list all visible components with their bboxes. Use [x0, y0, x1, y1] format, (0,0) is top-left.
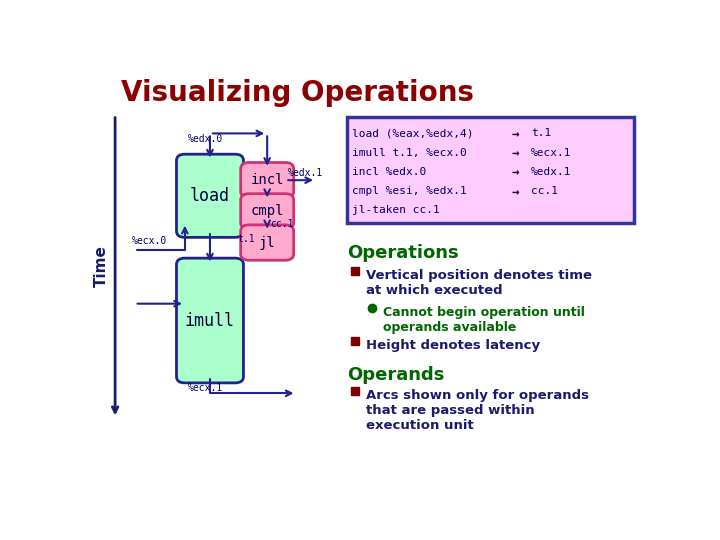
FancyBboxPatch shape: [240, 194, 294, 229]
Text: →: →: [511, 167, 519, 180]
Text: incl %edx.0: incl %edx.0: [352, 167, 426, 177]
FancyBboxPatch shape: [347, 117, 634, 223]
Text: →: →: [511, 129, 519, 141]
Text: %ecx.0: %ecx.0: [132, 235, 167, 246]
Text: %edx.0: %edx.0: [188, 134, 223, 144]
Text: Height denotes latency: Height denotes latency: [366, 339, 540, 352]
Text: Time: Time: [94, 246, 109, 287]
FancyBboxPatch shape: [176, 258, 243, 383]
FancyBboxPatch shape: [176, 154, 243, 238]
Text: %ecx.1: %ecx.1: [531, 147, 572, 158]
Text: →: →: [511, 147, 519, 160]
Text: load (%eax,%edx,4): load (%eax,%edx,4): [352, 129, 474, 138]
Text: Arcs shown only for operands
that are passed within
execution unit: Arcs shown only for operands that are pa…: [366, 389, 589, 432]
Text: incl: incl: [251, 173, 284, 187]
Text: cmpl %esi, %edx.1: cmpl %esi, %edx.1: [352, 186, 467, 196]
Text: t.1: t.1: [238, 233, 256, 244]
Text: imull t.1, %ecx.0: imull t.1, %ecx.0: [352, 147, 467, 158]
Text: t.1: t.1: [531, 129, 551, 138]
Text: cc.1: cc.1: [531, 186, 558, 196]
Text: load: load: [190, 187, 230, 205]
Text: Visualizing Operations: Visualizing Operations: [121, 79, 474, 107]
Text: jl-taken cc.1: jl-taken cc.1: [352, 205, 440, 215]
Text: %edx.1: %edx.1: [288, 168, 323, 178]
Text: cmpl: cmpl: [251, 204, 284, 218]
Text: imull: imull: [185, 312, 235, 329]
FancyBboxPatch shape: [240, 163, 294, 198]
Text: %ecx.1: %ecx.1: [188, 383, 223, 393]
FancyBboxPatch shape: [240, 225, 294, 260]
Text: jl: jl: [258, 235, 276, 249]
Text: Operations: Operations: [347, 244, 459, 261]
Text: Vertical position denotes time
at which executed: Vertical position denotes time at which …: [366, 268, 593, 296]
Text: Cannot begin operation until
operands available: Cannot begin operation until operands av…: [383, 306, 585, 334]
Text: %edx.1: %edx.1: [531, 167, 572, 177]
Text: Operands: Operands: [347, 366, 444, 384]
Text: cc.1: cc.1: [270, 219, 294, 229]
Text: →: →: [511, 186, 519, 199]
